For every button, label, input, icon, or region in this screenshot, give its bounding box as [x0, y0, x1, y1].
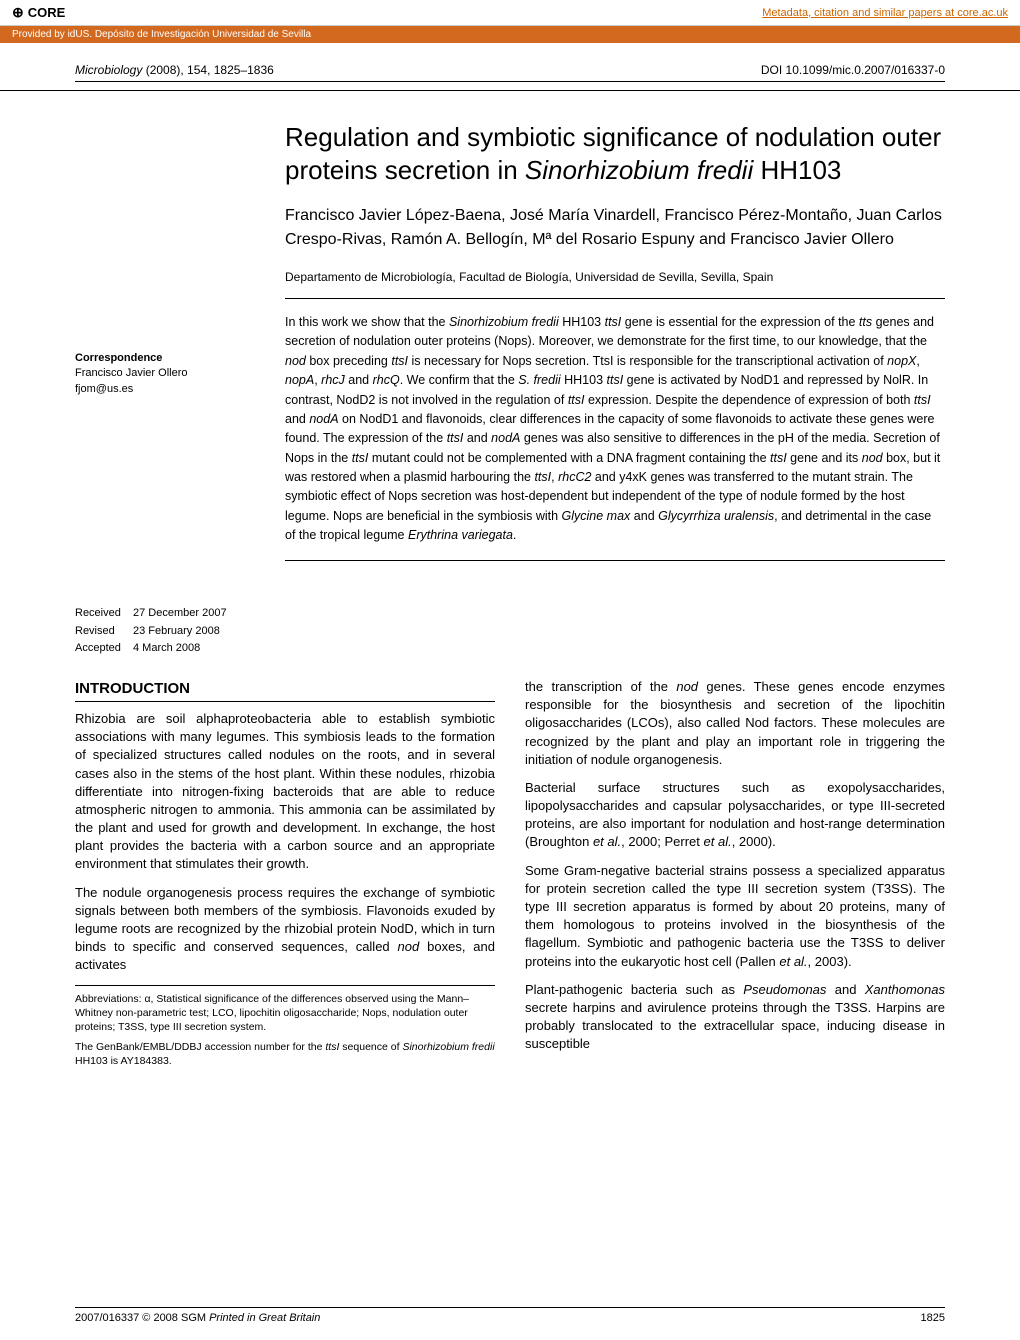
body-section: INTRODUCTION Rhizobia are soil alphaprot… [0, 658, 1020, 1074]
divider [285, 560, 945, 561]
divider [285, 298, 945, 299]
core-icon: ⊕ [12, 4, 24, 21]
correspondence-label: Correspondence [75, 351, 265, 366]
page-footer: 2007/016337 © 2008 SGM Printed in Great … [75, 1307, 945, 1324]
doi: DOI 10.1099/mic.0.2007/016337-0 [761, 63, 945, 77]
intro-p4: Bacterial surface structures such as exo… [525, 779, 945, 852]
footnotes: Abbreviations: α, Statistical significan… [75, 985, 495, 1069]
article-header: Correspondence Francisco Javier Ollero f… [0, 91, 1020, 658]
provided-by-bar: Provided by idUS. Depósito de Investigac… [0, 26, 1020, 43]
page-number: 1825 [921, 1312, 945, 1324]
journal-name: Microbiology [75, 63, 142, 77]
correspondence-email: fjom@us.es [75, 382, 265, 397]
intro-heading: INTRODUCTION [75, 678, 495, 702]
revised-date: 23 February 2008 [133, 623, 220, 641]
revised-label: Revised [75, 623, 133, 641]
received-label: Received [75, 605, 133, 623]
body-left-column: INTRODUCTION Rhizobia are soil alphaprot… [75, 678, 495, 1074]
footnote-abbrev: Abbreviations: α, Statistical significan… [75, 992, 495, 1035]
intro-p6: Plant-pathogenic bacteria such as Pseudo… [525, 981, 945, 1054]
accepted-label: Accepted [75, 640, 133, 658]
left-sidebar: Correspondence Francisco Javier Ollero f… [75, 121, 265, 658]
received-date: 27 December 2007 [133, 605, 227, 623]
body-right-column: the transcription of the nod genes. Thes… [525, 678, 945, 1074]
authors: Francisco Javier López-Baena, José María… [285, 204, 945, 252]
journal-citation: Microbiology (2008), 154, 1825–1836 [75, 63, 274, 77]
core-logo: ⊕ CORE [12, 4, 65, 21]
footnote-genbank: The GenBank/EMBL/DDBJ accession number f… [75, 1040, 495, 1068]
right-main: Regulation and symbiotic significance of… [285, 121, 945, 658]
article-title: Regulation and symbiotic significance of… [285, 121, 945, 186]
intro-p3: the transcription of the nod genes. Thes… [525, 678, 945, 769]
affiliation: Departamento de Microbiología, Facultad … [285, 270, 945, 284]
correspondence-block: Correspondence Francisco Javier Ollero f… [75, 351, 265, 397]
dates-block: Received27 December 2007 Revised23 Febru… [75, 605, 265, 658]
intro-p5: Some Gram-negative bacterial strains pos… [525, 862, 945, 971]
journal-header: Microbiology (2008), 154, 1825–1836 DOI … [0, 43, 1020, 91]
correspondence-name: Francisco Javier Ollero [75, 366, 265, 381]
title-italic: Sinorhizobium fredii [525, 155, 753, 185]
intro-p2: The nodule organogenesis process require… [75, 884, 495, 975]
footer-left: 2007/016337 © 2008 SGM Printed in Great … [75, 1312, 320, 1324]
journal-citation-text: (2008), 154, 1825–1836 [142, 63, 273, 77]
core-header: ⊕ CORE Metadata, citation and similar pa… [0, 0, 1020, 26]
title-part2: HH103 [753, 155, 841, 185]
abstract: In this work we show that the Sinorhizob… [285, 313, 945, 546]
core-metadata-link[interactable]: Metadata, citation and similar papers at… [762, 7, 1008, 19]
core-logo-text: CORE [28, 5, 66, 20]
intro-p1: Rhizobia are soil alphaproteobacteria ab… [75, 710, 495, 874]
accepted-date: 4 March 2008 [133, 640, 200, 658]
